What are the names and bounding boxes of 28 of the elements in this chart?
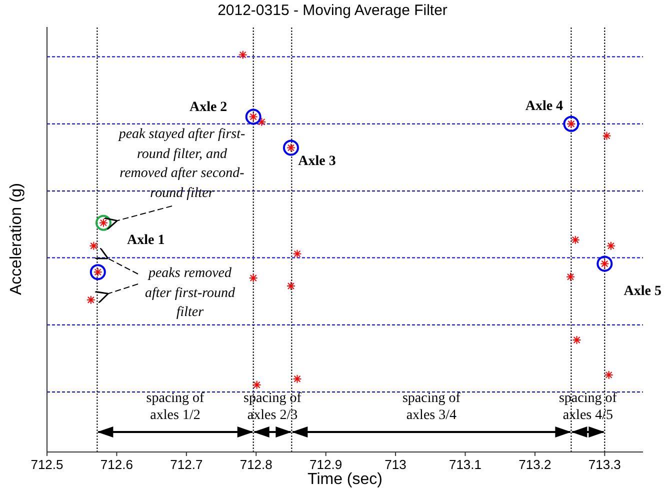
x-tick-label: 713.3	[588, 457, 621, 472]
x-tick-label: 712.6	[100, 457, 133, 472]
annotation: Axle 3	[298, 152, 336, 171]
y-axis-title: Acceleration (g)	[8, 181, 26, 297]
annotation: spacing of axles 2/3	[242, 390, 302, 424]
point	[245, 108, 262, 125]
point	[95, 214, 112, 231]
point	[563, 116, 580, 132]
x-tick-label: 713.2	[518, 457, 552, 472]
annotation: spacing of axles 4/5	[558, 390, 618, 424]
x-axis-title: Time (sec)	[306, 471, 384, 489]
annotation: Axle 2	[189, 98, 228, 117]
x-tick-label: 712.8	[240, 457, 272, 472]
x-tick-label: 713	[384, 457, 406, 472]
x-tick-label: 712.9	[310, 457, 342, 472]
annotation: peaks removed after first-round filter	[144, 265, 236, 322]
annotation: Axle 1	[127, 232, 165, 250]
x-tick-label: 713.1	[448, 457, 482, 472]
annotation: Axle 4	[525, 98, 564, 116]
x-tick-label: 712.5	[30, 457, 64, 472]
chart-title: 2012-0315 - Moving Average Filter	[216, 2, 448, 19]
annotation: spacing of axles 3/4	[401, 390, 462, 424]
point	[596, 256, 613, 272]
point	[282, 140, 299, 156]
annotation: Axle 5	[624, 282, 662, 301]
x-tick-label: 712.7	[170, 457, 203, 472]
point	[90, 264, 106, 280]
annotation: spacing of axles 1/2	[145, 390, 206, 424]
